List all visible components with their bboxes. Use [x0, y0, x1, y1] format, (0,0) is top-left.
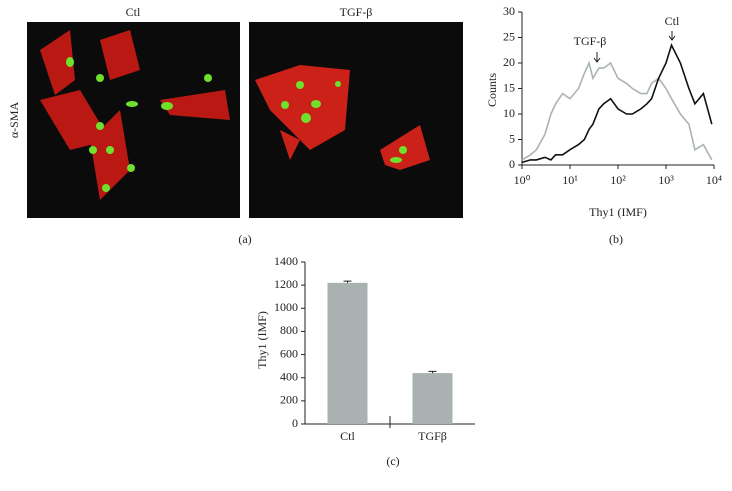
x-tick-label: TGFβ: [418, 429, 447, 443]
x-tick-label: 10⁴: [706, 173, 722, 187]
axis: [521, 12, 714, 166]
y-tick-label: 1200: [274, 277, 298, 291]
y-tick-label: 0: [509, 157, 515, 171]
x-tick-label: 10²: [610, 173, 626, 187]
y-tick-label: 5: [509, 131, 515, 145]
caption: (a): [238, 232, 251, 246]
micrograph-ctl: [27, 22, 240, 218]
row-label: α-SMA: [7, 102, 21, 139]
y-tick-label: 1400: [274, 254, 298, 268]
column-label: Ctl: [126, 5, 141, 19]
annotation-arrow: [668, 31, 676, 41]
y-tick-label: 30: [503, 4, 515, 18]
annotation: TGF-β: [574, 34, 607, 48]
annotation-arrow: [593, 52, 601, 63]
bar: [327, 282, 368, 424]
x-axis-label: Thy1 (IMF): [589, 205, 647, 219]
y-tick-label: 10: [503, 106, 515, 120]
caption: (c): [386, 454, 399, 468]
x-tick-label: 10⁰: [514, 173, 531, 187]
y-tick-label: 400: [280, 369, 298, 383]
y-axis-label: Counts: [485, 73, 499, 107]
bar: [412, 373, 453, 424]
column-label: TGF-β: [340, 5, 373, 19]
x-tick-label: 10³: [658, 173, 674, 187]
y-tick-label: 600: [280, 346, 298, 360]
y-tick-label: 1000: [274, 300, 298, 314]
y-tick-label: 200: [280, 393, 298, 407]
series-line: [521, 60, 713, 161]
caption: (b): [609, 232, 623, 246]
y-axis-label: Thy1 (IMF): [255, 311, 269, 369]
micrograph-tgf: [249, 22, 463, 218]
y-tick-label: 800: [280, 323, 298, 337]
error-bar: [428, 370, 437, 374]
y-tick-label: 25: [503, 29, 515, 43]
series-line: [521, 43, 713, 164]
annotation: Ctl: [665, 14, 680, 28]
x-tick-label: 10¹: [562, 173, 578, 187]
y-tick-label: 20: [503, 55, 515, 69]
error-bar: [343, 280, 352, 283]
x-tick-label: Ctl: [340, 429, 355, 443]
y-tick-label: 0: [292, 416, 298, 430]
y-tick-label: 15: [503, 80, 515, 94]
